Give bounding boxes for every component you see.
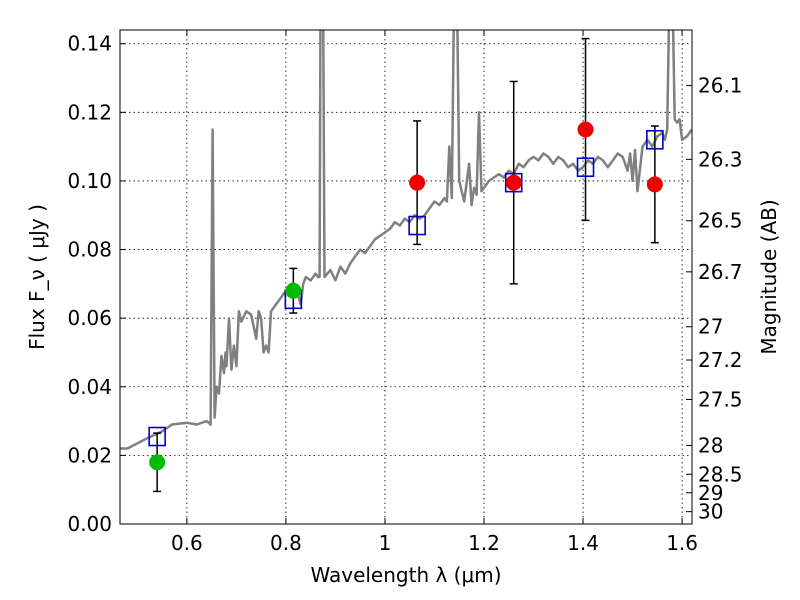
marker-layer — [148, 37, 664, 493]
right-axis-title: Magnitude (AB) — [757, 199, 781, 354]
x-tick-label: 1.2 — [468, 531, 500, 555]
right-tick-label: 26.7 — [698, 260, 743, 284]
observed-point — [285, 282, 302, 299]
right-tick-label: 28 — [698, 433, 723, 457]
y-tick-label: 0.08 — [67, 238, 112, 262]
x-tick-label: 1 — [379, 531, 392, 555]
right-tick-label: 27.2 — [698, 348, 743, 372]
spectrum-layer — [120, 30, 692, 450]
observed-point — [505, 174, 522, 191]
model-photometry-square — [148, 426, 166, 447]
right-tick-label: 27 — [698, 315, 723, 339]
spectrum-line — [120, 30, 692, 450]
observed-point — [409, 174, 426, 191]
right-tick-label: 26.1 — [698, 74, 743, 98]
y-axis-title: Flux F_ν ( μJy ) — [25, 204, 49, 350]
y-tick-label: 0.04 — [67, 375, 112, 399]
right-tick-label: 26.3 — [698, 147, 743, 171]
plot-frame — [119, 29, 693, 525]
model-photometry-square — [576, 157, 595, 178]
x-tick-label: 0.8 — [270, 531, 302, 555]
y-tick-label: 0.00 — [67, 512, 112, 536]
right-tick-label: 26.5 — [698, 209, 743, 233]
model-photometry-square — [408, 215, 426, 236]
model-photometry-square — [646, 129, 664, 150]
x-axis-title: Wavelength λ (μm) — [310, 563, 501, 587]
y-tick-label: 0.14 — [67, 32, 112, 56]
x-tick-label: 1.4 — [567, 531, 599, 555]
y-tick-label: 0.12 — [67, 100, 112, 124]
x-tick-label: 1.6 — [666, 531, 698, 555]
right-tick-label: 28.5 — [698, 462, 743, 486]
right-tick-label: 29 — [698, 481, 723, 505]
right-tick-label: 30 — [698, 500, 723, 524]
axis-layer: 0.6 0.8 1 1.2 1.4 1.6 0.00 0.02 0.04 0.06 0.08 0.10… — [67, 30, 743, 555]
observed-point — [646, 176, 663, 193]
observed-point — [149, 454, 166, 471]
y-tick-label: 0.10 — [67, 169, 112, 193]
x-tick-label: 0.6 — [171, 531, 203, 555]
y-tick-label: 0.06 — [67, 306, 112, 330]
grid-lines — [120, 30, 692, 525]
right-tick-label: 27.5 — [698, 387, 743, 411]
observed-point — [577, 121, 594, 138]
y-tick-label: 0.02 — [67, 443, 112, 467]
